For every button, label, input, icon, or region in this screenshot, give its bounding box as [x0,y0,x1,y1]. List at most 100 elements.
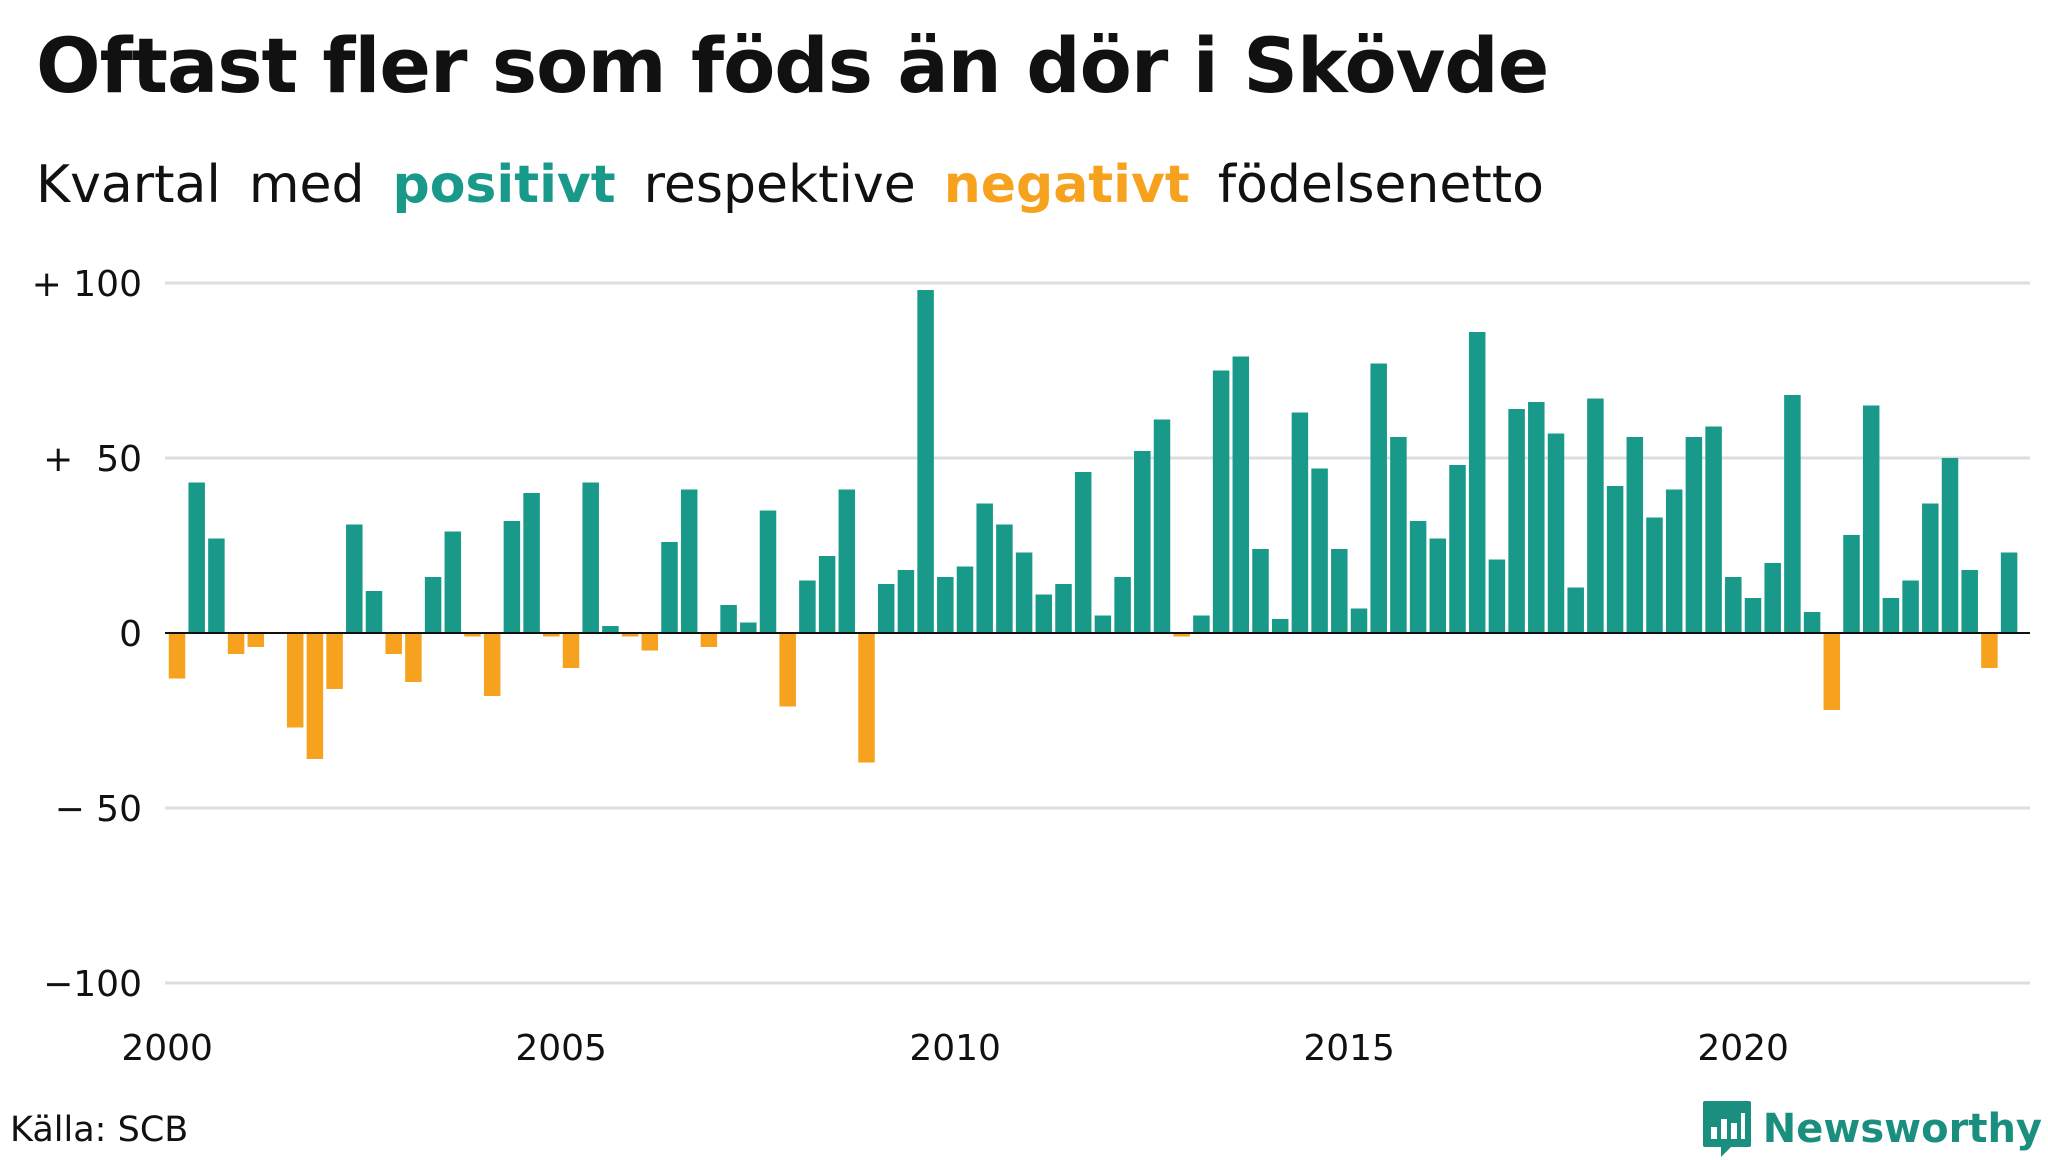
negative-bar [621,633,639,637]
y-axis-tick-labels: + 100 + 50 0 − 50 −100 [32,264,142,1005]
positive-bar [1685,437,1703,633]
positive-bar [523,493,540,633]
x-tick-label: 2015 [1303,1028,1395,1069]
positive-bar [1134,451,1151,633]
positive-bar [1193,615,1210,633]
x-axis-tick-labels: 2000 2005 2010 2015 2020 [121,1028,1789,1069]
positive-bar [1035,594,1053,633]
positive-bar [1074,472,1092,633]
positive-bar [720,605,737,633]
positive-bar [503,521,521,633]
x-tick-label: 2005 [515,1028,607,1069]
y-tick-label: + 100 [32,264,142,305]
positive-bar [1705,426,1722,633]
x-tick-label: 2010 [909,1028,1001,1069]
positive-bar [818,556,836,633]
positive-bar [1646,517,1663,633]
positive-bar [2000,552,2018,633]
positive-bar [1291,412,1309,633]
positive-bar [1587,398,1604,633]
positive-bar [208,538,225,633]
positive-bar [799,580,816,633]
positive-bar [996,524,1013,633]
positive-bar [740,622,757,633]
negative-bar [700,633,718,647]
negative-bar [641,633,659,651]
positive-bar [424,577,442,633]
negative-bar [405,633,422,682]
negative-bar [1173,633,1190,637]
positive-bar [346,524,363,633]
positive-bar [1232,356,1250,633]
positive-bar [1449,465,1466,633]
positive-bar [1902,580,1919,633]
positive-bar [1528,402,1545,633]
bar-chart: + 100 + 50 0 − 50 −100 2000 2005 2010 2015 2020 [32,264,2030,1069]
negative-bar [858,633,875,763]
positive-bar [1350,608,1368,633]
x-tick-label: 2000 [121,1028,213,1069]
negative-bar [1823,633,1841,710]
positive-bar [1429,538,1447,633]
positive-bar [1055,584,1072,633]
positive-bar [1784,395,1801,633]
negative-bar [306,633,324,759]
positive-bar [1882,598,1900,633]
positive-bar [365,591,383,633]
positive-bar [444,531,462,633]
positive-bar [1547,433,1565,633]
positive-bar [956,566,974,633]
negative-bar [168,633,186,679]
y-tick-label: −100 [43,964,142,1005]
positive-bar [1744,598,1762,633]
positive-bar [1153,419,1171,633]
negative-bar [227,633,245,654]
positive-bar [1488,559,1506,633]
positive-bar [1725,577,1742,633]
y-tick-label: + 50 [43,439,142,480]
positive-bar [1843,535,1860,633]
positive-bar [1606,486,1624,633]
negative-bar [385,633,402,654]
positive-bar [917,290,934,633]
negative-bar [779,633,796,707]
negative-bar [464,633,481,637]
positive-bar [680,489,698,633]
positive-bar [1370,363,1387,633]
positive-bar [188,482,205,633]
positive-bar [1468,332,1486,633]
negative-bar [483,633,501,696]
y-tick-label: − 50 [55,789,142,830]
positive-bar [1764,563,1781,633]
positive-bar [838,489,856,633]
positive-bar [661,542,678,633]
brand-logo: Newsworthy [1701,1098,2042,1160]
positive-bar [1409,521,1427,633]
positive-bar [877,584,895,633]
positive-bar [1015,552,1033,633]
positive-bar [1803,612,1821,633]
positive-bar [1390,437,1407,633]
positive-bar [1665,489,1683,633]
negative-bar [543,633,560,637]
positive-bar [1941,458,1959,633]
source-note: Källa: SCB [10,1110,189,1150]
negative-bar [326,633,343,689]
subtitle-negative-label: negativt [943,155,1190,215]
positive-bar [1922,503,1939,633]
negative-bar [562,633,580,668]
positive-bar [1331,549,1348,633]
positive-bar [1094,615,1112,633]
positive-bar [1508,409,1525,633]
bar-chart-speech-bubble-icon [1702,1101,1751,1157]
x-tick-label: 2020 [1697,1028,1789,1069]
positive-bar [1271,619,1289,633]
brand-name: Newsworthy [1762,1106,2042,1152]
y-tick-label: 0 [119,614,142,655]
positive-bar [897,570,915,633]
positive-bar [937,577,954,633]
positive-bar [1626,437,1644,633]
negative-bar [247,633,265,647]
positive-bar [582,482,599,633]
negative-bar [286,633,304,728]
